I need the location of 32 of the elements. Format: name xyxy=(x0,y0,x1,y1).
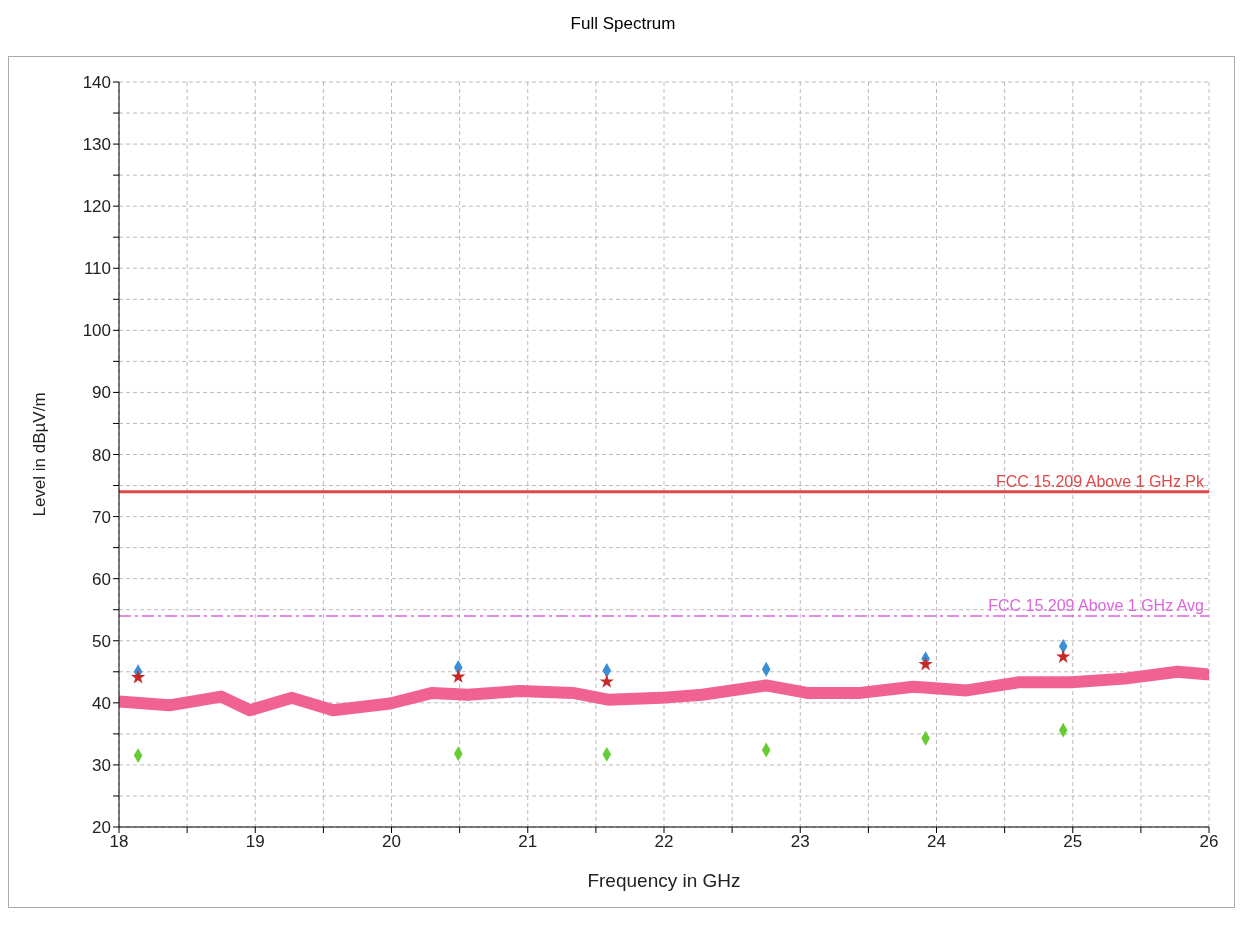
y-tick-label: 140 xyxy=(82,73,111,93)
x-axis-title: Frequency in GHz xyxy=(587,870,741,891)
ref-line-label: FCC 15.209 Above 1 GHz Pk xyxy=(995,472,1205,490)
y-tick-label: 50 xyxy=(92,631,111,651)
x-tick-label: 26 xyxy=(1199,832,1219,852)
x-tick-label: 20 xyxy=(382,832,401,852)
y-tick-label: 90 xyxy=(92,383,111,403)
y-tick-label: 30 xyxy=(92,755,111,775)
x-tick-label: 23 xyxy=(790,832,810,852)
point xyxy=(1056,649,1071,663)
y-tick-label: 70 xyxy=(92,507,111,527)
point xyxy=(451,669,466,683)
y-tick-label: 120 xyxy=(82,197,111,217)
x-tick-label: 18 xyxy=(109,832,129,852)
x-tick-label: 25 xyxy=(1063,832,1083,852)
y-tick-label: 60 xyxy=(92,569,111,589)
y-tick-label: 40 xyxy=(92,693,111,713)
ref-line-label: FCC 15.209 Above 1 GHz Avg xyxy=(988,596,1204,614)
x-tick-label: 19 xyxy=(245,832,265,852)
point xyxy=(130,669,146,684)
x-tick-label: 22 xyxy=(654,832,674,852)
y-tick-label: 100 xyxy=(82,321,111,341)
chart-title: Full Spectrum xyxy=(569,13,677,35)
x-tick-label: 21 xyxy=(518,832,538,852)
y-tick-label: 130 xyxy=(82,135,111,155)
y-axis-title: Level in dBµV/m xyxy=(30,392,50,517)
point xyxy=(918,656,933,671)
y-tick-label: 80 xyxy=(92,445,111,465)
y-tick-label: 110 xyxy=(83,259,111,279)
x-tick-label: 24 xyxy=(927,832,946,852)
point xyxy=(599,674,614,688)
y-tick-label: 20 xyxy=(92,818,111,838)
